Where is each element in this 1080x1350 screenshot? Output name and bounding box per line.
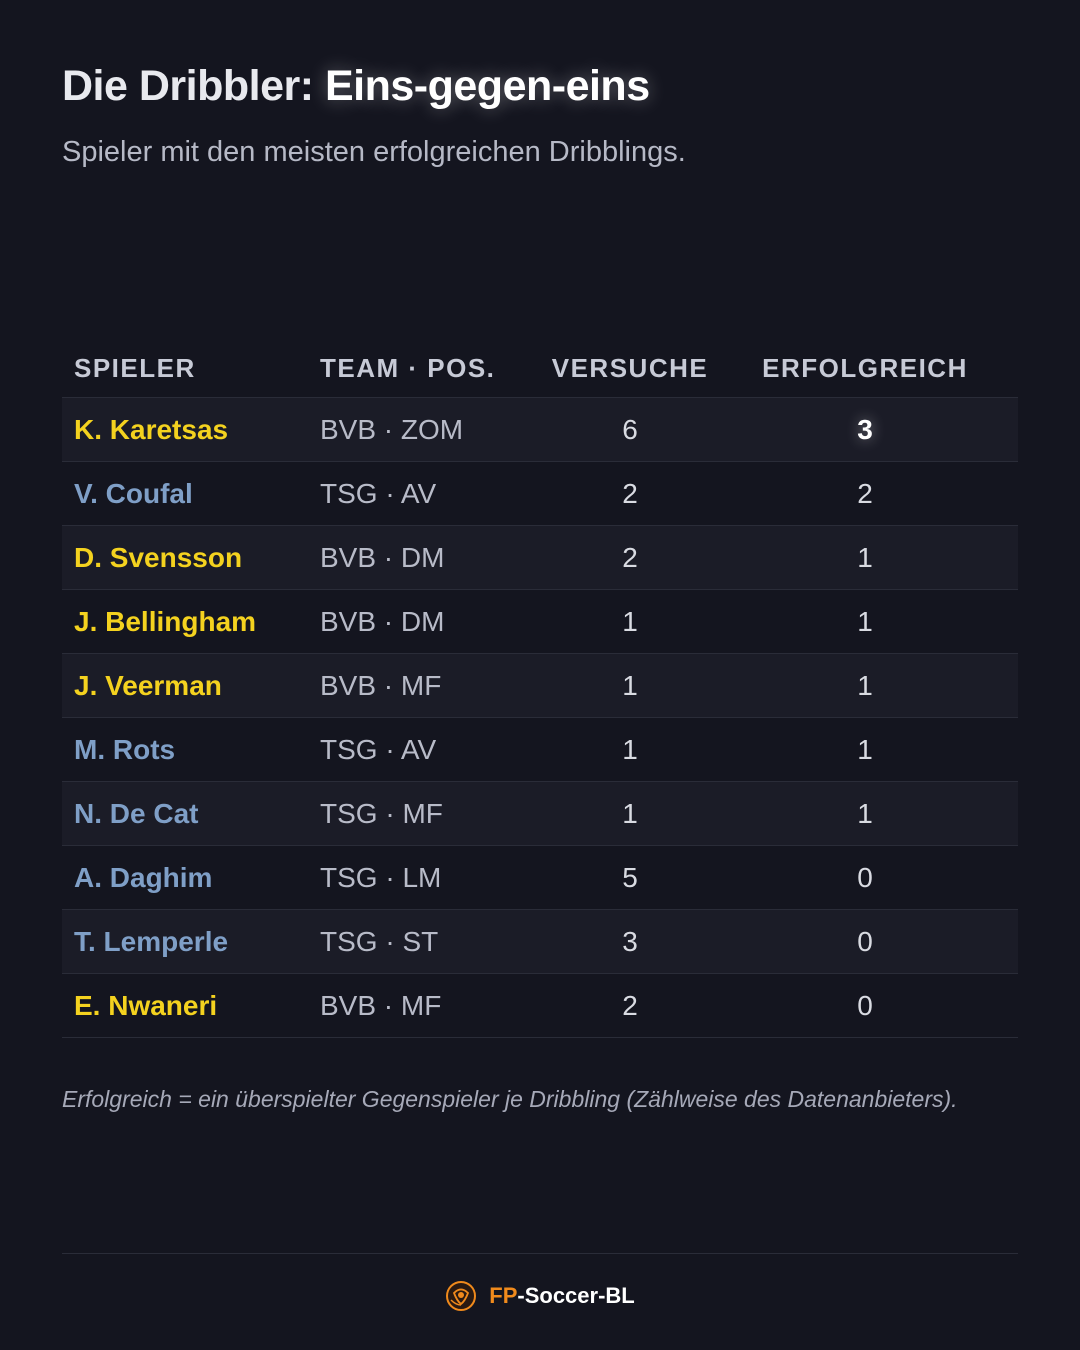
attempts-value: 1 [622, 733, 638, 765]
table-row: A. Daghim TSG · LM 5 0 [62, 846, 1018, 910]
column-header-attempts: VERSUCHE [551, 353, 709, 383]
attempts-value: 2 [622, 541, 638, 573]
successful-value: 0 [857, 861, 873, 893]
table-row: J. Bellingham BVB · DM 1 1 [62, 590, 1018, 654]
brand-rest: -Soccer-BL [517, 1283, 635, 1308]
player-name: N. De Cat [74, 797, 199, 829]
column-header-player: SPIELER [74, 353, 196, 383]
table-row: V. Coufal TSG · AV 2 2 [62, 462, 1018, 526]
footnote: Erfolgreich = ein überspielter Gegenspie… [62, 1086, 958, 1112]
table-row: T. Lemperle TSG · ST 3 0 [62, 910, 1018, 974]
table-row: N. De Cat TSG · MF 1 1 [62, 782, 1018, 846]
brand-prefix: FP [489, 1283, 518, 1308]
player-name: D. Svensson [74, 541, 243, 573]
column-header-team-pos: TEAM · POS. [320, 353, 496, 383]
page-title: Die Dribbler: Eins-gegen-eins [62, 62, 650, 111]
title-highlight: Eins-gegen-eins [325, 62, 650, 110]
player-name: A. Daghim [74, 861, 213, 893]
successful-value: 2 [857, 477, 873, 509]
footer-divider [62, 1253, 1018, 1254]
successful-value: 0 [857, 925, 873, 957]
table-body: K. Karetsas BVB · ZOM 6 3 V. Coufal TSG · AV 2… [62, 398, 1018, 1038]
attempts-value: 5 [622, 861, 638, 893]
team-position: TSG · MF [320, 797, 443, 829]
team-position: TSG · AV [320, 477, 437, 509]
successful-value: 3 [857, 413, 873, 445]
attempts-value: 1 [622, 669, 638, 701]
team-position: BVB · DM [320, 541, 445, 573]
team-position: TSG · AV [320, 733, 437, 765]
successful-value: 1 [857, 733, 873, 765]
brand-footer: FP-Soccer-BL [0, 1280, 1080, 1312]
table-row: E. Nwaneri BVB · MF 2 0 [62, 974, 1018, 1038]
attempts-value: 1 [622, 605, 638, 637]
team-position: TSG · LM [320, 861, 442, 893]
brand-name: FP-Soccer-BL [489, 1283, 634, 1309]
player-name: J. Bellingham [74, 605, 257, 637]
player-name: V. Coufal [74, 477, 193, 509]
attempts-value: 3 [622, 925, 638, 957]
table-row: K. Karetsas BVB · ZOM 6 3 [62, 398, 1018, 462]
player-name: J. Veerman [74, 669, 222, 701]
title-prefix: Die Dribbler: [62, 62, 325, 110]
attempts-value: 2 [622, 477, 638, 509]
successful-value: 1 [857, 605, 873, 637]
successful-value: 0 [857, 989, 873, 1021]
attempts-value: 1 [622, 797, 638, 829]
dribble-table: SPIELER TEAM · POS. VERSUCHE ERFOLGREICH… [62, 340, 1018, 1038]
player-name: K. Karetsas [74, 413, 229, 445]
team-position: BVB · ZOM [320, 413, 464, 445]
player-name: E. Nwaneri [74, 989, 218, 1021]
team-position: BVB · MF [320, 989, 442, 1021]
successful-value: 1 [857, 541, 873, 573]
bl-ball-logo-icon [446, 1281, 477, 1311]
table-header: SPIELER TEAM · POS. VERSUCHE ERFOLGREICH [62, 340, 1018, 398]
column-header-successful: ERFOLGREICH [762, 353, 968, 383]
successful-value: 1 [857, 797, 873, 829]
team-position: BVB · DM [320, 605, 445, 637]
successful-value: 1 [857, 669, 873, 701]
table-row: J. Veerman BVB · MF 1 1 [62, 654, 1018, 718]
page-subtitle: Spieler mit den meisten erfolgreichen Dr… [62, 136, 686, 168]
table-row: M. Rots TSG · AV 1 1 [62, 718, 1018, 782]
team-position: BVB · MF [320, 669, 442, 701]
player-name: T. Lemperle [74, 925, 229, 957]
team-position: TSG · ST [320, 925, 439, 957]
attempts-value: 6 [622, 413, 638, 445]
attempts-value: 2 [622, 989, 638, 1021]
table-row: D. Svensson BVB · DM 2 1 [62, 526, 1018, 590]
player-name: M. Rots [74, 733, 176, 765]
